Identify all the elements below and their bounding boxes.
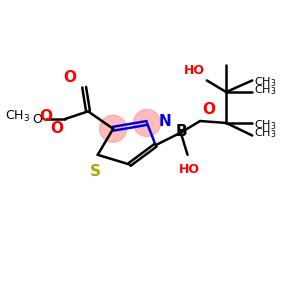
Text: B: B	[176, 124, 188, 139]
Text: HO: HO	[184, 64, 205, 76]
Text: HO: HO	[179, 163, 200, 176]
Text: O: O	[202, 102, 215, 117]
Text: CH$_3$: CH$_3$	[5, 109, 30, 124]
Text: O: O	[32, 112, 42, 126]
Text: CH$_3$: CH$_3$	[254, 83, 277, 97]
Text: CH$_3$: CH$_3$	[254, 127, 277, 140]
Text: CH$_3$: CH$_3$	[254, 76, 277, 89]
Text: CH$_3$: CH$_3$	[254, 118, 277, 132]
Text: O: O	[50, 121, 63, 136]
Text: S: S	[90, 164, 101, 179]
Circle shape	[134, 110, 160, 136]
Text: O: O	[63, 70, 76, 85]
Text: O: O	[39, 109, 52, 124]
Text: N: N	[158, 113, 171, 128]
Circle shape	[100, 115, 127, 142]
